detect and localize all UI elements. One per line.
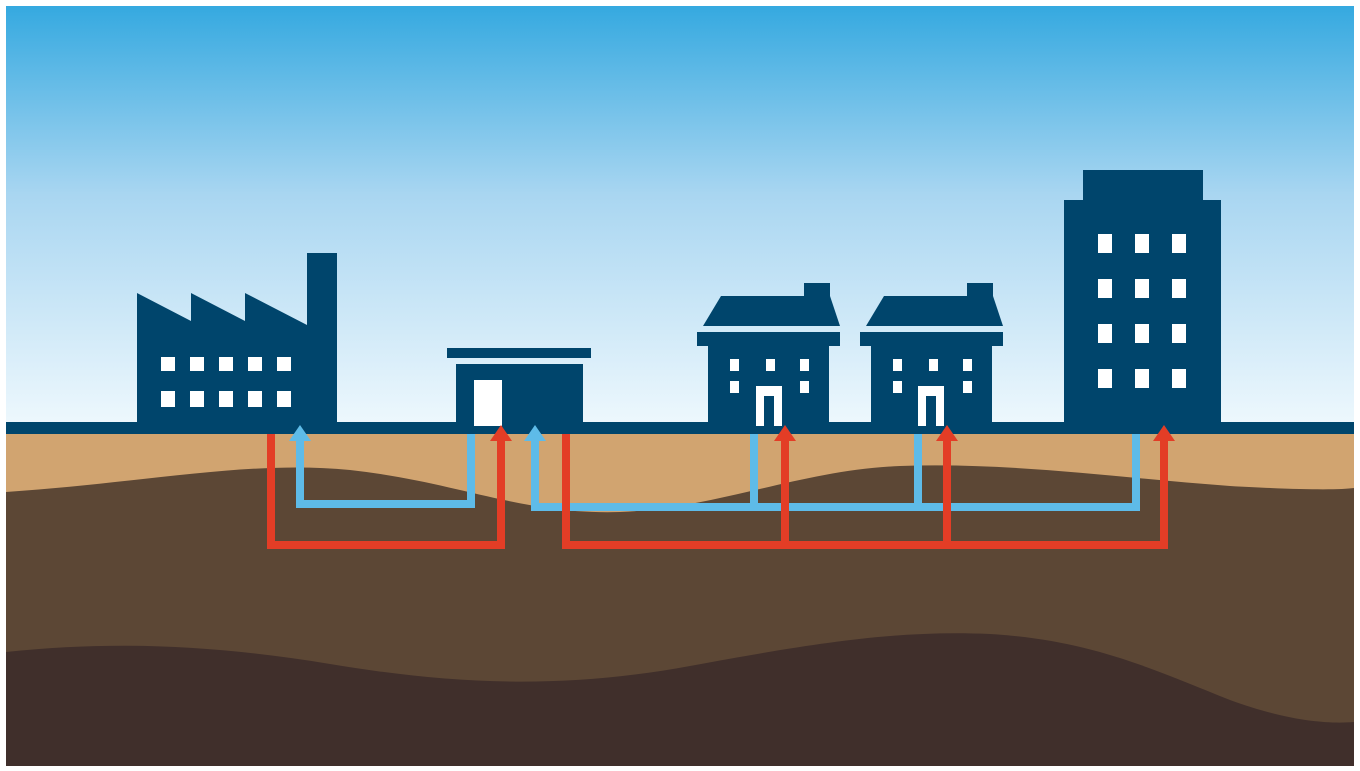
energy-station-icon [447, 348, 591, 426]
warm-pipe [562, 434, 1168, 549]
warm-arrow-up-icon [774, 425, 796, 441]
house-icon [860, 283, 1003, 426]
warm-pipe [267, 434, 505, 549]
warm-arrow-up-icon [490, 425, 512, 441]
cool-arrow-up-icon [289, 425, 311, 441]
district-loop [524, 425, 1175, 549]
ground-surface-line [6, 422, 1354, 434]
factory-loop [267, 425, 512, 549]
house-icon [697, 283, 840, 426]
warm-arrow-up-icon [936, 425, 958, 441]
cool-pipe [296, 434, 475, 508]
apartment-tower-icon [1064, 170, 1221, 426]
factory-icon [137, 253, 337, 426]
bedrock-layer [6, 633, 1354, 766]
warm-arrow-up-icon [1153, 425, 1175, 441]
cool-arrow-up-icon [524, 425, 546, 441]
cool-pipe [531, 434, 1140, 511]
